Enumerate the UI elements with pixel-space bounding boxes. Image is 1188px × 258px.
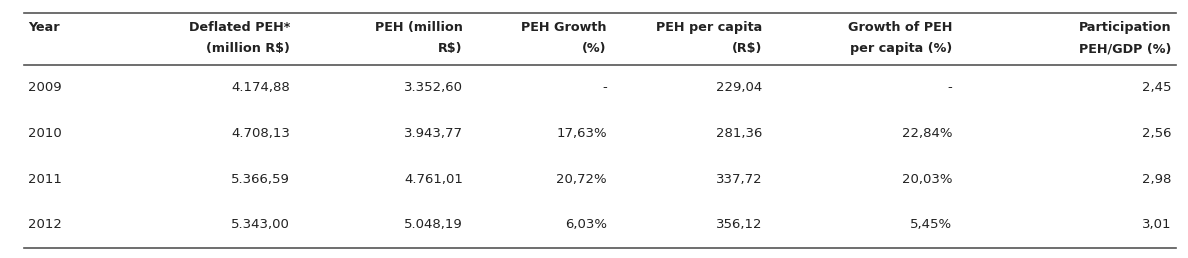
Text: 2,98: 2,98 <box>1142 173 1171 186</box>
Text: PEH Growth: PEH Growth <box>522 21 607 34</box>
Text: 2011: 2011 <box>29 173 62 186</box>
Text: 5.343,00: 5.343,00 <box>232 219 290 231</box>
Text: R$): R$) <box>438 42 463 55</box>
Text: 2,45: 2,45 <box>1142 81 1171 94</box>
Text: PEH (million: PEH (million <box>375 21 463 34</box>
Text: 337,72: 337,72 <box>716 173 763 186</box>
Text: 17,63%: 17,63% <box>556 127 607 140</box>
Text: (%): (%) <box>582 42 607 55</box>
Text: Participation: Participation <box>1079 21 1171 34</box>
Text: 22,84%: 22,84% <box>902 127 953 140</box>
Text: -: - <box>602 81 607 94</box>
Text: 4.174,88: 4.174,88 <box>232 81 290 94</box>
Text: 2012: 2012 <box>29 219 62 231</box>
Text: 356,12: 356,12 <box>716 219 763 231</box>
Text: Growth of PEH: Growth of PEH <box>848 21 953 34</box>
Text: 3.943,77: 3.943,77 <box>404 127 463 140</box>
Text: 5.048,19: 5.048,19 <box>404 219 463 231</box>
Text: -: - <box>948 81 953 94</box>
Text: Year: Year <box>29 21 61 34</box>
Text: 281,36: 281,36 <box>716 127 763 140</box>
Text: 3.352,60: 3.352,60 <box>404 81 463 94</box>
Text: 6,03%: 6,03% <box>564 219 607 231</box>
Text: (million R$): (million R$) <box>206 42 290 55</box>
Text: 2,56: 2,56 <box>1142 127 1171 140</box>
Text: PEH per capita: PEH per capita <box>656 21 763 34</box>
Text: per capita (%): per capita (%) <box>851 42 953 55</box>
Text: 4.708,13: 4.708,13 <box>232 127 290 140</box>
Text: 229,04: 229,04 <box>716 81 763 94</box>
Text: PEH/GDP (%): PEH/GDP (%) <box>1079 42 1171 55</box>
Text: (R$): (R$) <box>732 42 763 55</box>
Text: 2010: 2010 <box>29 127 62 140</box>
Text: 3,01: 3,01 <box>1142 219 1171 231</box>
Text: 5.366,59: 5.366,59 <box>232 173 290 186</box>
Text: 20,03%: 20,03% <box>902 173 953 186</box>
Text: Deflated PEH*: Deflated PEH* <box>189 21 290 34</box>
Text: 2009: 2009 <box>29 81 62 94</box>
Text: 4.761,01: 4.761,01 <box>404 173 463 186</box>
Text: 20,72%: 20,72% <box>556 173 607 186</box>
Text: 5,45%: 5,45% <box>910 219 953 231</box>
